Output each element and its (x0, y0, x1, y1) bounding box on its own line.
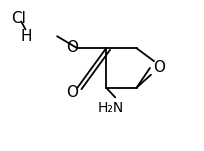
Text: H₂N: H₂N (98, 101, 124, 115)
Text: H: H (21, 29, 32, 44)
Text: O: O (67, 40, 78, 55)
Text: O: O (153, 60, 165, 75)
Text: O: O (67, 85, 78, 100)
Text: Cl: Cl (11, 11, 26, 26)
